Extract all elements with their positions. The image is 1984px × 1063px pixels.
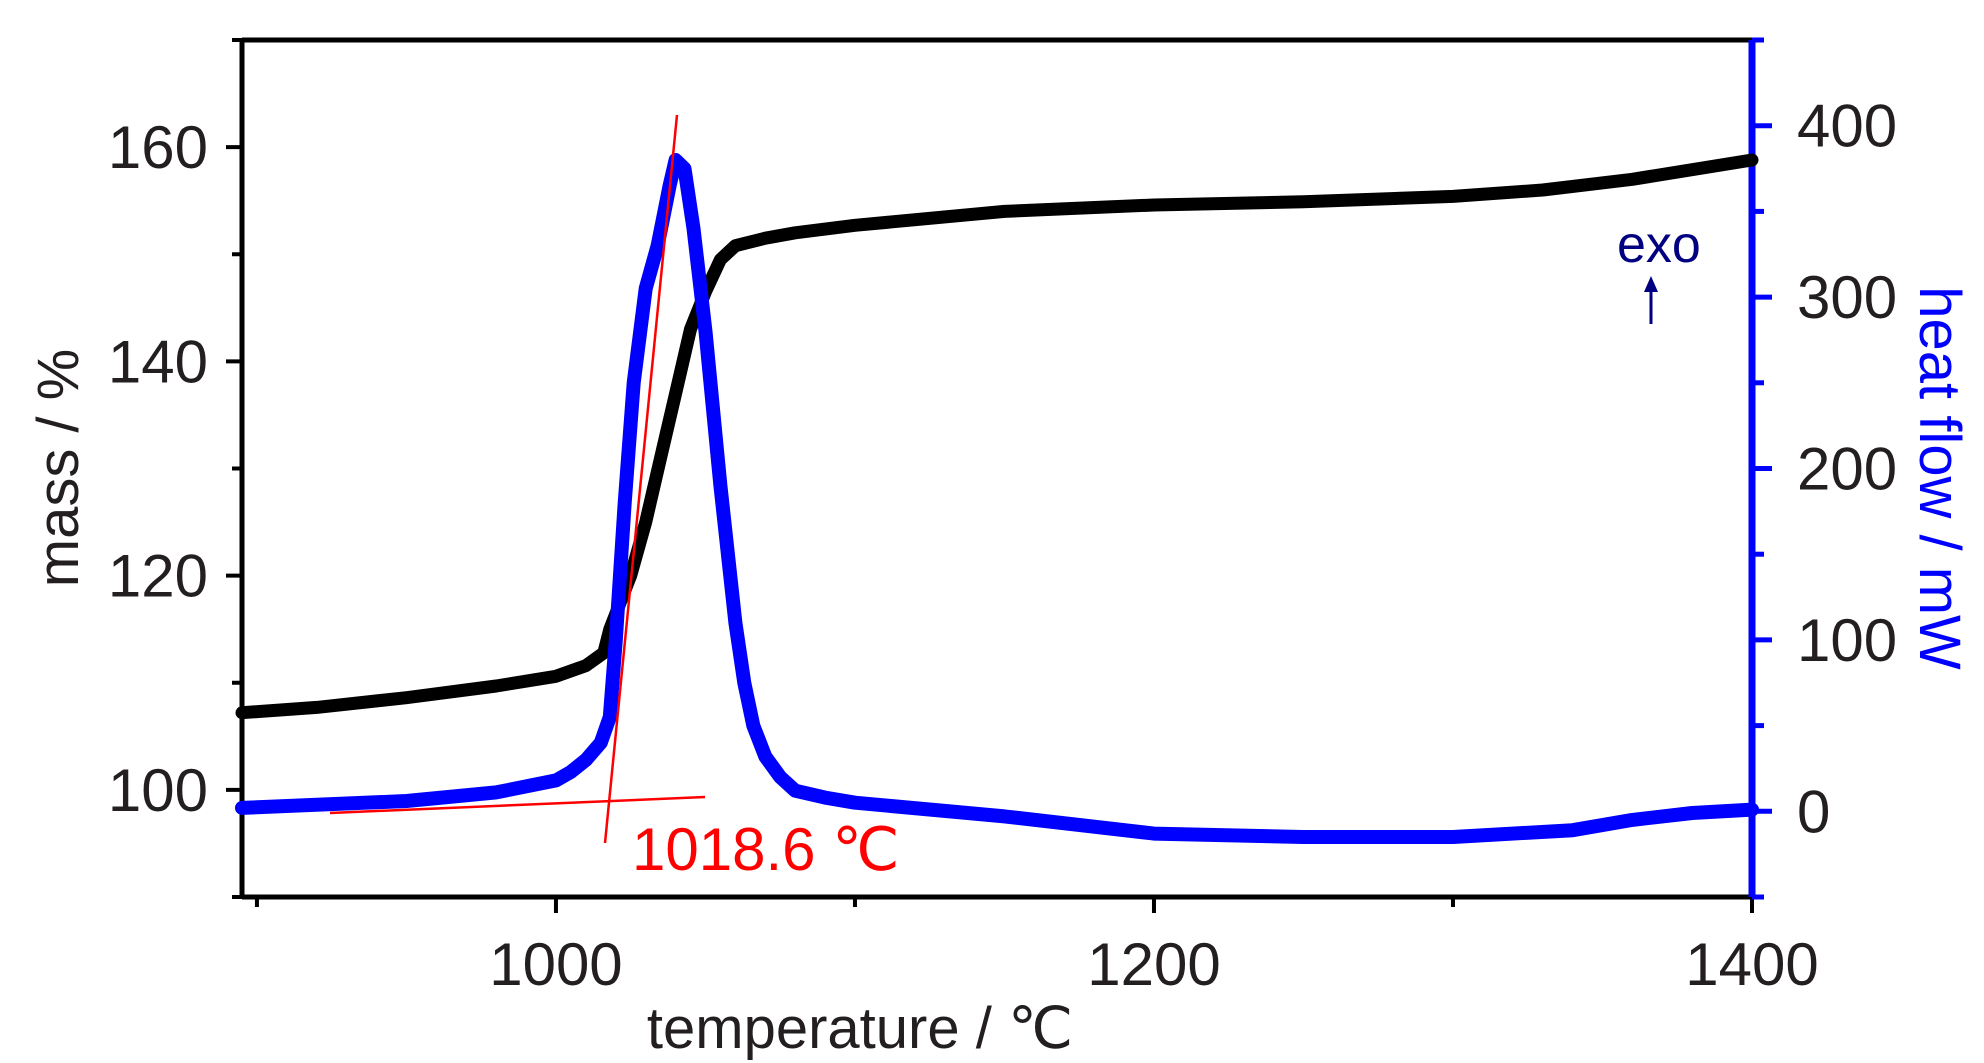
axis-ticks: 1000 1200 1400 100 120 140 160 0 100 200 300 400 — [108, 37, 1897, 998]
y-left-tick-label: 100 — [108, 757, 208, 824]
y-left-tick-label: 120 — [108, 543, 208, 610]
exo-arrow-icon — [1644, 276, 1658, 324]
y-right-tick-label: 100 — [1797, 607, 1897, 674]
series-layer — [235, 153, 1759, 844]
y-right-tick-label: 200 — [1797, 436, 1897, 503]
x-axis-title: temperature / ℃ — [647, 996, 1073, 1061]
y-right-tick-label: 0 — [1797, 778, 1830, 845]
x-tick-label: 1200 — [1087, 931, 1220, 998]
y-axis-left-title: mass / % — [26, 349, 91, 588]
y-left-tick-label: 160 — [108, 114, 208, 181]
x-tick-label: 1000 — [489, 931, 622, 998]
exo-label: exo — [1617, 216, 1701, 274]
onset-slope-tangent — [603, 114, 679, 844]
x-tick-label: 1400 — [1685, 931, 1818, 998]
y-left-tick-label: 140 — [108, 328, 208, 395]
y-right-tick-label: 400 — [1797, 93, 1897, 160]
y-right-tick-label: 300 — [1797, 264, 1897, 331]
heat-flow-curve — [235, 153, 1759, 844]
mass-curve — [235, 153, 1759, 720]
onset-temperature-label: 1018.6 ℃ — [632, 816, 900, 883]
onset-baseline-tangent — [329, 795, 706, 815]
y-axis-right-title: heat flow / mW — [1907, 286, 1972, 670]
